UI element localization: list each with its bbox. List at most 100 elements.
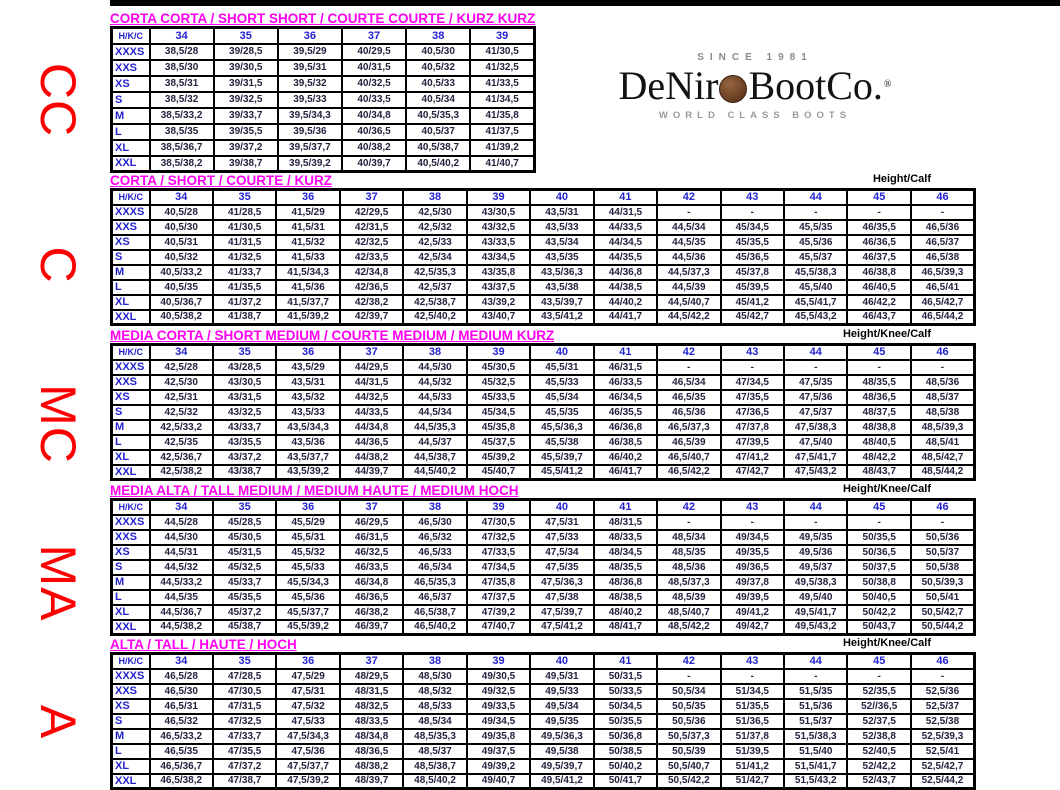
size-cell: 41/30,5 <box>211 218 278 236</box>
size-cell: 46/41,7 <box>592 463 659 481</box>
size-cell: 47,5/36 <box>275 742 341 760</box>
size-cell: - <box>719 667 786 685</box>
size-cell: 47/33,5 <box>465 543 532 561</box>
size-cell: 48,5/35,3 <box>402 727 468 745</box>
size-cell: 40/34,8 <box>340 106 408 125</box>
size-cell: 44,5/33,2 <box>148 573 214 591</box>
row-label: XL <box>110 603 151 621</box>
size-cell: 44,5/36 <box>656 248 722 266</box>
size-cell: 38,5/33,2 <box>148 106 215 125</box>
calf-size-column-header: 40 <box>529 498 595 516</box>
size-cell: 45/34,5 <box>719 218 786 236</box>
size-cell: 42,5/35 <box>148 433 214 451</box>
size-cell: 48/41,7 <box>592 618 659 636</box>
calf-size-column-header: 36 <box>275 498 341 516</box>
row-label: XXS <box>110 373 151 391</box>
size-cell: 47/37,5 <box>465 588 532 606</box>
size-cell: 47,5/31 <box>275 682 341 700</box>
size-cell: 40,5/38,7 <box>405 138 472 157</box>
size-cell: 46/38,5 <box>592 433 659 451</box>
size-cell: 42/39,7 <box>338 308 405 326</box>
size-cell: 50/40,2 <box>592 757 659 775</box>
size-cell: 39/30,5 <box>212 58 279 77</box>
size-cell: 47,5/32 <box>275 697 341 715</box>
calf-size-column-header: 38 <box>405 26 472 45</box>
size-cell: 47,5/33 <box>529 528 595 546</box>
size-cell: 51,5/36 <box>783 697 849 715</box>
size-cell: 46,5/37,3 <box>656 418 722 436</box>
size-cell: 42,5/35,3 <box>402 263 468 281</box>
row-label: XXL <box>110 308 151 326</box>
size-cell: 48/33,5 <box>592 528 659 546</box>
size-cell: 40,5/30 <box>405 42 472 61</box>
size-cell: 44,5/39 <box>656 278 722 296</box>
size-cell: 44,5/34 <box>656 218 722 236</box>
size-cell: 39/38,7 <box>212 154 279 173</box>
size-cell: 49,5/36 <box>783 543 849 561</box>
calf-size-column-header: 41 <box>592 498 659 516</box>
size-cell: 45,5/39,2 <box>275 618 341 636</box>
size-cell: 44/40,2 <box>592 293 659 311</box>
size-cell: 44,5/40,2 <box>402 463 468 481</box>
size-cell: 43,5/36,3 <box>529 263 595 281</box>
size-cell: 47,5/34 <box>529 543 595 561</box>
size-cell: 45/32,5 <box>211 558 278 576</box>
table-row: XS 46,5/31 47/31,5 47,5/32 48/32,5 48,5/33 49/… <box>110 697 976 715</box>
calf-size-column-header: 40 <box>529 188 595 206</box>
row-label: XXXS <box>110 203 151 221</box>
size-cell: 38,5/35 <box>148 122 215 141</box>
size-cell: 47,5/39,2 <box>275 772 341 790</box>
size-cell: 44/36,5 <box>338 433 405 451</box>
size-cell: 50,5/39 <box>656 742 722 760</box>
size-cell: 46,5/35,3 <box>402 573 468 591</box>
size-cell: 40/36,5 <box>340 122 408 141</box>
size-cell: 49,5/41,2 <box>529 772 595 790</box>
size-cell: 41/35,8 <box>469 106 536 125</box>
calf-size-column-header: 34 <box>148 188 214 206</box>
size-cell: 46/36,8 <box>592 418 659 436</box>
size-cell: 47,5/40 <box>783 433 849 451</box>
row-label: XS <box>110 388 151 406</box>
size-cell: 44,5/28 <box>148 513 214 531</box>
table-row: M 38,5/33,2 39/33,7 39,5/34,3 40/34,8 40,5/35… <box>110 106 536 125</box>
size-cell: 43,5/29 <box>275 358 341 376</box>
size-cell: 39,5/36 <box>276 122 343 141</box>
size-cell: 46/33,5 <box>592 373 659 391</box>
size-cell: 45/32,5 <box>465 373 532 391</box>
size-cell: 48,5/38,7 <box>402 757 468 775</box>
calf-size-column-header: 34 <box>148 498 214 516</box>
row-label: XL <box>110 448 151 466</box>
table-title: CORTA / SHORT / COURTE / KURZ <box>110 173 332 188</box>
size-cell: 51,5/37 <box>783 712 849 730</box>
size-cell: - <box>846 667 912 685</box>
size-cell: 45,5/33 <box>275 558 341 576</box>
size-cell: 42,5/34 <box>402 248 468 266</box>
size-cell: 45/35,8 <box>465 418 532 436</box>
size-cell: 45/33,5 <box>465 388 532 406</box>
size-cell: 43,5/31 <box>275 373 341 391</box>
row-label: L <box>110 122 151 141</box>
row-label: M <box>110 573 151 591</box>
size-cell: 48,5/42,7 <box>909 448 976 466</box>
size-cell: 40,5/33 <box>405 74 472 93</box>
size-cell: 41,5/34,3 <box>275 263 341 281</box>
calf-size-column-header: 44 <box>783 188 849 206</box>
size-cell: 45,5/29 <box>275 513 341 531</box>
row-label: XXL <box>110 618 151 636</box>
size-cell: 45,5/41,2 <box>529 463 595 481</box>
size-cell: 43/37,5 <box>465 278 532 296</box>
size-cell: - <box>719 203 786 221</box>
row-label: M <box>110 418 151 436</box>
table-row: XL 44,5/36,7 45/37,2 45,5/37,7 46/38,2 46,5/3… <box>110 603 976 621</box>
size-cell: 45/30,5 <box>465 358 532 376</box>
calf-size-column-header: 42 <box>656 343 722 361</box>
row-label: L <box>110 742 151 760</box>
size-cell: 50,5/42,2 <box>656 772 722 790</box>
size-cell: 43/35,5 <box>211 433 278 451</box>
size-cell: 43,5/32 <box>275 388 341 406</box>
table-row: XS 38,5/31 39/31,5 39,5/32 40/32,5 40,5/33 41/… <box>110 74 536 93</box>
calf-size-column-header: 41 <box>592 343 659 361</box>
size-cell: 47,5/38,3 <box>783 418 849 436</box>
size-table-container: H/K/C 34 35 36 37 38 39 40 41 42 43 44 45 46 XXXS 40,5/… <box>110 188 976 326</box>
size-cell: 50/36,5 <box>846 543 912 561</box>
